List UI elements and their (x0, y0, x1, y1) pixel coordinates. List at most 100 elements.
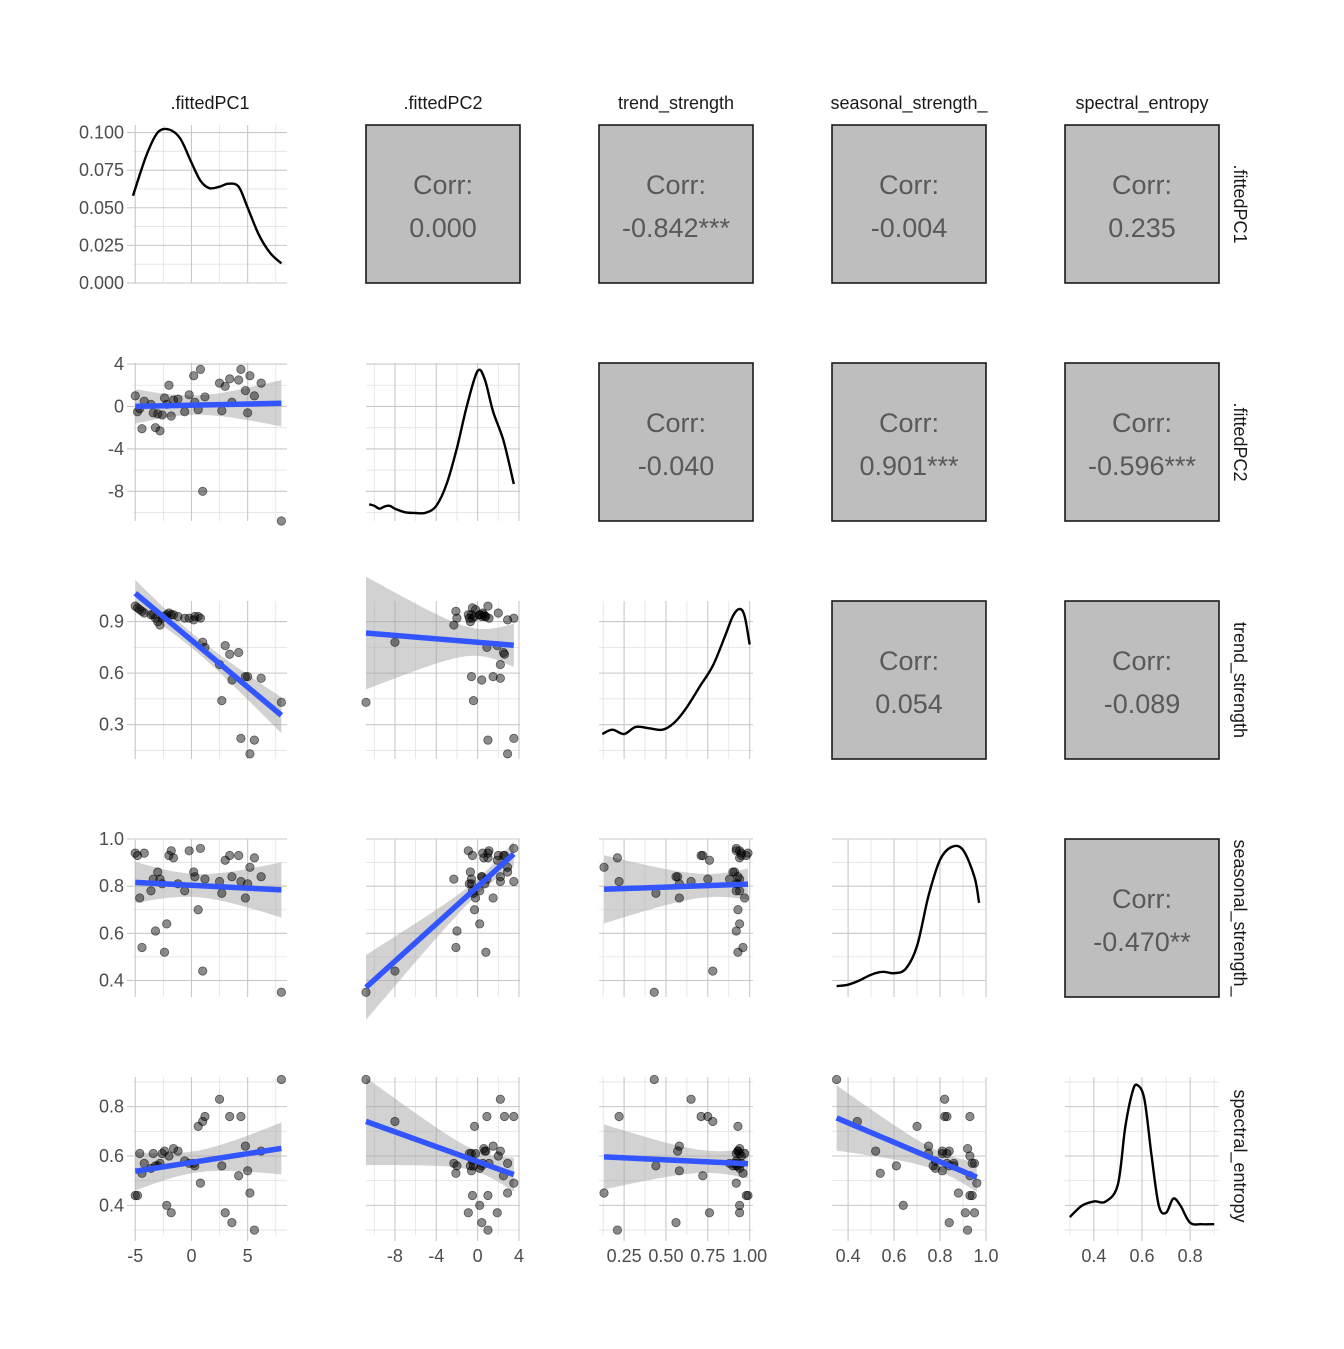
data-point (464, 613, 474, 623)
panel-r3-c0 (130, 838, 287, 997)
data-point (449, 874, 459, 884)
data-point (451, 942, 461, 953)
data-point (708, 966, 718, 976)
corr-box (1064, 362, 1220, 522)
panel-r3-c2 (599, 838, 753, 997)
data-point (488, 893, 498, 903)
corr-label: Corr: (1112, 170, 1172, 200)
data-point (495, 673, 505, 683)
x-tick-label: 0.75 (690, 1246, 725, 1266)
data-point (184, 390, 194, 400)
data-point (509, 613, 519, 623)
data-point (150, 926, 161, 936)
data-point (612, 1225, 623, 1235)
data-point (146, 886, 156, 896)
regression-line (133, 591, 284, 718)
data-point (195, 613, 206, 623)
y-tick-label: 4 (114, 354, 124, 374)
data-point (972, 1178, 982, 1188)
corr-box (831, 362, 987, 522)
data-point (214, 1094, 225, 1104)
data-point (137, 942, 147, 953)
data-point (963, 1225, 973, 1235)
data-point (495, 876, 505, 887)
data-point (499, 1111, 510, 1122)
y-tick-label: 0.4 (99, 970, 124, 990)
data-point (137, 424, 147, 434)
data-point (937, 1146, 947, 1156)
data-point (614, 1111, 624, 1122)
data-point (477, 675, 487, 685)
data-point (502, 867, 513, 877)
data-point (361, 1074, 371, 1085)
data-point (967, 1190, 977, 1201)
y-tick-label: -8 (108, 481, 124, 501)
data-point (234, 375, 244, 385)
data-point (944, 1146, 954, 1156)
data-point (509, 843, 519, 854)
data-point (153, 867, 163, 877)
data-point (733, 872, 743, 882)
data-point (198, 1116, 208, 1127)
data-point (245, 749, 255, 759)
data-point (488, 671, 498, 682)
panel-r0-c2: Corr: -0.842*** (598, 124, 754, 284)
data-point (733, 905, 743, 915)
data-point (495, 659, 505, 670)
data-point (875, 1168, 885, 1178)
y-tick-label: 0.050 (79, 198, 124, 218)
row-label: .fittedPC2 (1230, 402, 1250, 481)
data-point (195, 1178, 206, 1188)
data-point (148, 1148, 158, 1159)
confidence-band (366, 576, 514, 690)
data-point (240, 671, 251, 682)
data-point (164, 1151, 174, 1161)
data-point (492, 1208, 502, 1218)
data-point (217, 888, 227, 898)
corr-value: 0.054 (875, 689, 943, 719)
data-point (937, 1148, 947, 1159)
data-point (731, 1178, 741, 1188)
y-tick-label: 0.3 (99, 715, 124, 735)
data-point (965, 1111, 975, 1122)
data-point (735, 919, 745, 929)
data-point (483, 601, 493, 611)
data-point (953, 1188, 964, 1198)
data-point (466, 874, 477, 884)
data-point (674, 1166, 684, 1176)
data-point (234, 850, 244, 861)
panel-r1-c3: Corr: 0.901*** (831, 362, 987, 522)
corr-box (831, 600, 987, 760)
data-point (276, 987, 286, 997)
data-point (599, 862, 609, 872)
data-point (234, 1171, 244, 1181)
data-point (150, 423, 161, 433)
panel-r2-c4: Corr: -0.089 (1064, 600, 1220, 760)
x-tick-label: 0 (186, 1246, 196, 1266)
data-point (195, 843, 206, 854)
data-point (495, 1094, 505, 1104)
column-label: .fittedPC1 (170, 93, 249, 113)
data-point (498, 647, 509, 658)
data-point (155, 620, 165, 630)
data-point (132, 850, 143, 861)
y-axes: 0.000 0.025 0.050 0.075 0.100 -8 -4 0 4 0.3 0.6 0.9… (79, 123, 133, 1215)
data-point (173, 394, 183, 404)
data-point (361, 697, 371, 707)
data-point (703, 1111, 713, 1122)
y-tick-label: 0 (114, 396, 124, 416)
panel-r0-c4: Corr: 0.235 (1064, 124, 1220, 284)
data-point (234, 647, 244, 658)
x-axes: -5 0 5 -8 -4 0 4 0.25 0.50 0.75 1.00 0.4 0.6 0.8 1.0 0.… (127, 1235, 1203, 1266)
data-point (483, 1225, 493, 1235)
data-point (390, 1116, 400, 1127)
data-point (469, 905, 480, 915)
data-point (483, 1190, 493, 1201)
data-point (217, 406, 227, 416)
x-tick-label: 0.4 (1081, 1246, 1106, 1266)
data-point (225, 374, 235, 384)
y-tick-label: 0.075 (79, 160, 124, 180)
data-point (898, 1200, 908, 1210)
panel-r4-c3 (831, 1074, 987, 1235)
data-point (465, 867, 475, 877)
